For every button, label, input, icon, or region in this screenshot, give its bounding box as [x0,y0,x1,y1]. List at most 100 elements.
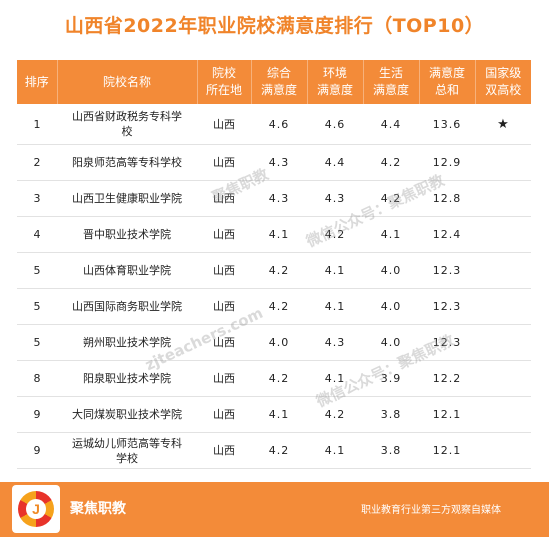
environment-cell: 4.1 [307,360,363,397]
table-row: 9 大同煤炭职业技术学院 山西 4.1 4.2 3.8 12.1 [17,396,531,433]
school-cell: 山西国际商务职业学院 [57,288,197,325]
location-cell: 山西 [197,396,251,433]
header-rank: 排序 [17,60,58,104]
school-cell: 阳泉师范高等专科学校 [57,144,197,181]
location-cell: 山西 [197,180,251,217]
header-national: 国家级 双高校 [475,60,531,104]
overall-cell: 4.3 [251,144,307,181]
environment-cell: 4.4 [307,144,363,181]
rank-cell: 4 [17,216,57,253]
location-cell: 山西 [197,144,251,181]
life-cell: 4.1 [363,216,419,253]
table-row: 1 山西省财政税务专科学校 山西 4.6 4.6 4.4 13.6 ★ [17,104,531,145]
environment-cell: 4.1 [307,432,363,469]
total-cell: 12.9 [419,144,475,181]
table-row: 4 晋中职业技术学院 山西 4.1 4.2 4.1 12.4 [17,216,531,253]
rank-cell: 3 [17,180,57,217]
overall-cell: 4.2 [251,288,307,325]
rank-cell: 5 [17,324,57,361]
rank-cell: 1 [17,104,57,145]
overall-cell: 4.6 [251,104,307,145]
location-cell: 山西 [197,288,251,325]
environment-cell: 4.2 [307,216,363,253]
environment-cell: 4.1 [307,252,363,289]
rank-cell: 5 [17,252,57,289]
national-cell [475,252,531,289]
life-cell: 4.4 [363,104,419,145]
life-cell: 3.8 [363,432,419,469]
table-row: 5 山西国际商务职业学院 山西 4.2 4.1 4.0 12.3 [17,288,531,325]
national-cell [475,288,531,325]
rank-cell: 9 [17,396,57,433]
school-cell: 大同煤炭职业技术学院 [57,396,197,433]
table-row: 5 朔州职业技术学院 山西 4.0 4.3 4.0 12.3 [17,324,531,361]
overall-cell: 4.2 [251,432,307,469]
location-cell: 山西 [197,432,251,469]
school-cell: 晋中职业技术学院 [57,216,197,253]
environment-cell: 4.2 [307,396,363,433]
logo-ring-icon: J [18,491,54,527]
total-cell: 12.1 [419,432,475,469]
rank-cell: 8 [17,360,57,397]
total-cell: 12.1 [419,396,475,433]
brand-name: 聚焦职教 [70,501,126,517]
school-cell: 运城幼儿师范高等专科 学校 [57,432,197,469]
header-school: 院校名称 [57,60,198,104]
school-cell: 阳泉职业技术学院 [57,360,197,397]
total-cell: 12.3 [419,324,475,361]
logo-letter: J [26,499,46,519]
header-life: 生活 满意度 [363,60,420,104]
location-cell: 山西 [197,104,251,145]
life-cell: 4.0 [363,288,419,325]
table-header-row: 排序 院校名称 院校 所在地 综合 满意度 环境 满意度 生活 满意度 满意度 总和 国家… [17,60,531,104]
overall-cell: 4.1 [251,396,307,433]
total-cell: 12.3 [419,252,475,289]
national-cell [475,180,531,217]
national-cell [475,360,531,397]
page-title: 山西省2022年职业院校满意度排行（TOP10） [64,15,485,37]
overall-cell: 4.1 [251,216,307,253]
overall-cell: 4.3 [251,180,307,217]
total-cell: 12.2 [419,360,475,397]
life-cell: 4.2 [363,144,419,181]
location-cell: 山西 [197,216,251,253]
header-location: 院校 所在地 [197,60,252,104]
header-total: 满意度 总和 [419,60,476,104]
table-row: 3 山西卫生健康职业学院 山西 4.3 4.3 4.2 12.8 [17,180,531,217]
location-cell: 山西 [197,324,251,361]
school-cell: 山西省财政税务专科学校 [57,104,197,145]
environment-cell: 4.1 [307,288,363,325]
brand-slogan: 职业教育行业第三方观察自媒体 [361,505,501,516]
environment-cell: 4.3 [307,180,363,217]
footer-bar: J 聚焦职教 职业教育行业第三方观察自媒体 [0,482,549,537]
rank-cell: 9 [17,432,57,469]
environment-cell: 4.6 [307,104,363,145]
national-cell [475,432,531,469]
total-cell: 12.3 [419,288,475,325]
life-cell: 3.8 [363,396,419,433]
total-cell: 13.6 [419,104,475,145]
star-icon: ★ [475,104,531,145]
national-cell [475,396,531,433]
national-cell [475,324,531,361]
life-cell: 3.9 [363,360,419,397]
table-row: 2 阳泉师范高等专科学校 山西 4.3 4.4 4.2 12.9 [17,144,531,181]
rank-cell: 5 [17,288,57,325]
brand-logo: J [12,485,60,533]
total-cell: 12.4 [419,216,475,253]
environment-cell: 4.3 [307,324,363,361]
life-cell: 4.0 [363,252,419,289]
table-row: 9 运城幼儿师范高等专科 学校 山西 4.2 4.1 3.8 12.1 [17,432,531,469]
life-cell: 4.0 [363,324,419,361]
school-cell: 山西卫生健康职业学院 [57,180,197,217]
rank-cell: 2 [17,144,57,181]
national-cell [475,144,531,181]
location-cell: 山西 [197,252,251,289]
school-cell: 朔州职业技术学院 [57,324,197,361]
header-overall: 综合 满意度 [251,60,308,104]
table-row: 5 山西体育职业学院 山西 4.2 4.1 4.0 12.3 [17,252,531,289]
life-cell: 4.2 [363,180,419,217]
overall-cell: 4.2 [251,360,307,397]
location-cell: 山西 [197,360,251,397]
